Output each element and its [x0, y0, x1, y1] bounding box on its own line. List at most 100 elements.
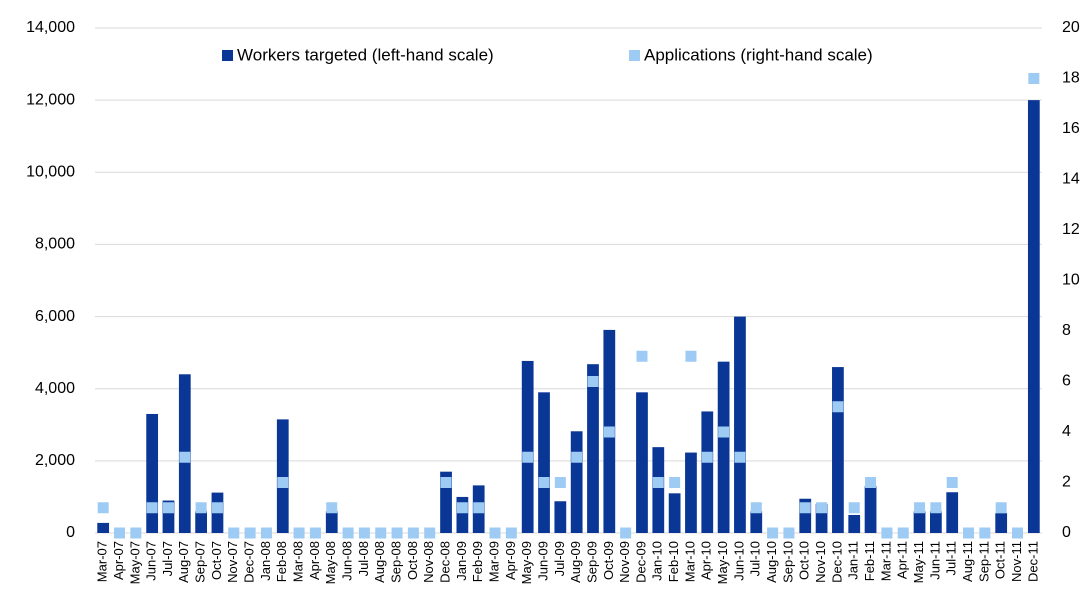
y2-tick-label: 18	[1062, 70, 1080, 87]
marker	[865, 477, 877, 488]
marker	[979, 527, 991, 539]
x-tick-label: Nov-10	[813, 541, 828, 583]
x-tick-label: Jan-11	[846, 541, 861, 580]
x-tick-label: Jul-08	[356, 541, 371, 576]
marker	[783, 527, 795, 539]
x-tick-label: Jul-11	[944, 541, 959, 575]
marker	[130, 527, 142, 539]
x-tick-label: Feb-09	[470, 541, 485, 582]
x-tick-label: Apr-07	[111, 541, 126, 580]
x-tick-label: Jan-08	[258, 541, 273, 581]
y2-tick-label: 2	[1062, 474, 1071, 491]
marker	[162, 502, 174, 514]
x-tick-label: Mar-08	[291, 541, 306, 582]
x-tick-label: Mar-07	[95, 541, 110, 582]
marker	[669, 477, 681, 488]
marker	[489, 527, 501, 539]
bar	[913, 511, 926, 533]
bar	[538, 392, 550, 533]
marker	[571, 451, 583, 463]
y-tick-label: 6,000	[35, 308, 75, 325]
x-tick-label: Oct-11	[993, 541, 1008, 579]
x-tick-label: May-08	[323, 541, 338, 584]
marker	[946, 477, 958, 488]
bar	[929, 511, 942, 533]
marker	[97, 502, 109, 514]
bar	[864, 486, 877, 533]
bar	[701, 411, 714, 533]
marker	[538, 477, 550, 488]
bar	[946, 492, 959, 533]
marker	[587, 376, 599, 387]
bar	[195, 511, 208, 533]
x-tick-label: Aug-11	[960, 541, 975, 582]
y-tick-label: 2,000	[35, 452, 75, 469]
x-tick-label: Sep-08	[388, 541, 403, 583]
marker	[505, 527, 517, 539]
marker	[326, 502, 338, 514]
x-tick-label: Feb-11	[862, 541, 877, 581]
marker	[260, 527, 272, 539]
x-tick-label: Aug-08	[372, 541, 387, 583]
x-tick-label: Apr-09	[503, 541, 518, 580]
bar	[146, 413, 159, 533]
bar	[652, 447, 665, 533]
bar	[570, 431, 583, 533]
marker	[375, 527, 387, 539]
bar	[521, 360, 534, 533]
x-tick-label: Jan-09	[454, 541, 469, 581]
y-tick-label: 0	[66, 524, 75, 541]
x-tick-label: Jan-10	[650, 541, 665, 581]
legend-swatch	[629, 50, 640, 61]
x-tick-label: Jun-08	[340, 541, 355, 581]
bar	[1027, 100, 1040, 534]
marker	[342, 527, 354, 539]
x-tick-label: May-07	[127, 541, 142, 584]
y-tick-label: 12,000	[26, 91, 75, 108]
marker	[995, 502, 1007, 514]
marker	[244, 527, 256, 539]
x-tick-label: May-09	[519, 541, 534, 584]
marker	[1012, 527, 1024, 539]
marker	[179, 451, 191, 463]
marker	[816, 502, 828, 514]
marker	[685, 350, 697, 362]
x-tick-label: May-10	[715, 541, 730, 584]
bar	[717, 361, 730, 533]
y-tick-label: 8,000	[35, 236, 75, 253]
x-tick-label: Nov-08	[421, 541, 436, 583]
marker	[620, 527, 632, 539]
bar	[587, 364, 599, 533]
bar	[325, 511, 338, 533]
marker	[211, 502, 223, 514]
marker	[750, 502, 762, 514]
x-tick-label: Aug-07	[176, 541, 191, 583]
x-tick-label: Dec-11	[1025, 541, 1040, 582]
y2-tick-label: 10	[1062, 272, 1080, 289]
y2-tick-label: 0	[1062, 524, 1071, 541]
marker	[358, 527, 370, 539]
x-tick-label: Aug-10	[764, 541, 779, 583]
bar	[685, 452, 697, 533]
x-tick-label: Nov-09	[617, 541, 632, 583]
bar	[848, 514, 861, 533]
x-tick-label: Feb-08	[274, 541, 289, 582]
y2-tick-label: 4	[1062, 423, 1071, 440]
x-tick-label: May-11	[911, 541, 926, 583]
bar	[832, 367, 844, 533]
bar	[456, 496, 469, 533]
marker	[848, 502, 860, 514]
y2-tick-label: 8	[1062, 322, 1071, 339]
marker	[309, 527, 321, 539]
marker	[718, 426, 730, 438]
x-tick-label: Jun-11	[927, 541, 942, 580]
x-tick-label: Aug-09	[568, 541, 583, 583]
marker	[897, 527, 909, 539]
marker	[652, 477, 664, 488]
y-tick-label: 4,000	[35, 380, 75, 397]
x-tick-label: Nov-11	[1009, 541, 1024, 582]
bar	[276, 419, 289, 533]
x-tick-label: Dec-10	[829, 541, 844, 583]
x-tick-label: Mar-10	[682, 541, 697, 582]
